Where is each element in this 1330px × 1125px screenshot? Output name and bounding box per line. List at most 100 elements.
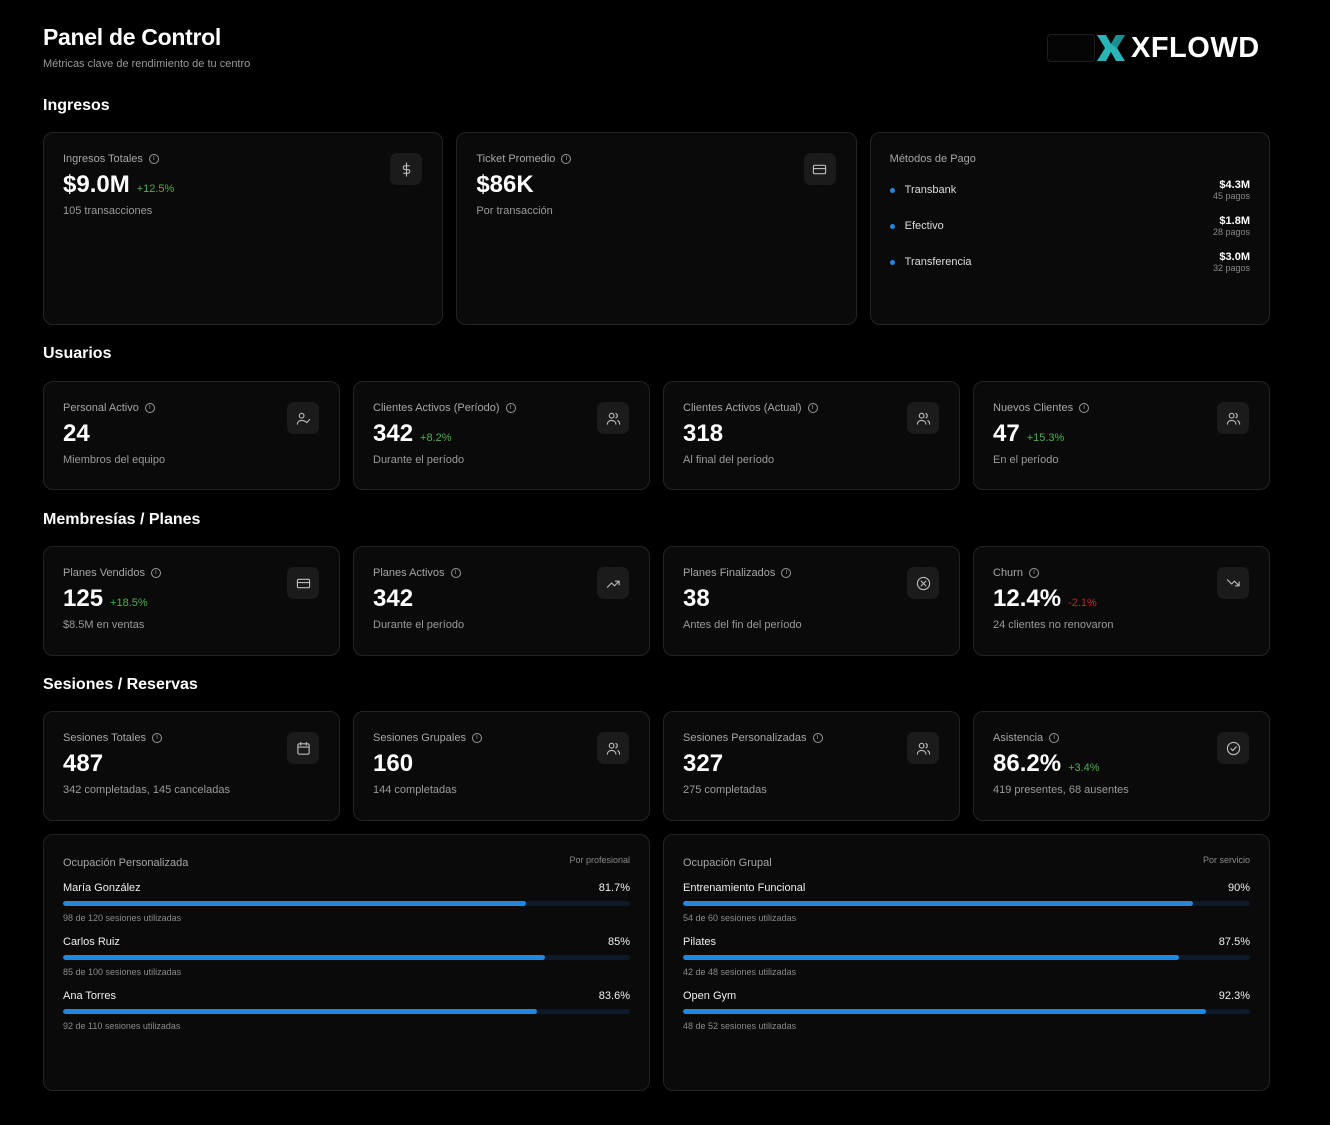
info-icon[interactable]: i bbox=[561, 154, 572, 164]
occupancy-card: Ocupación Personalizada Por profesional M… bbox=[43, 834, 650, 1091]
payment-method-item: Efectivo $1.8M 28 pagos bbox=[889, 215, 1250, 237]
info-icon[interactable]: i bbox=[812, 733, 823, 743]
metric-subtext: Antes del fin del período bbox=[683, 619, 802, 631]
metric-label: Nuevos Clientes bbox=[993, 402, 1074, 414]
change-badge: +18.5% bbox=[110, 597, 148, 609]
metric-value: 125 bbox=[63, 585, 104, 612]
info-icon[interactable]: i bbox=[144, 403, 155, 413]
info-icon[interactable]: i bbox=[505, 403, 516, 413]
info-icon[interactable]: i bbox=[151, 733, 162, 743]
change-badge: +15.3% bbox=[1026, 432, 1065, 444]
occupancy-name: Entrenamiento Funcional bbox=[683, 882, 806, 894]
occupancy-name: Carlos Ruiz bbox=[63, 936, 120, 948]
metric-card: Asistencia i 86.2% +3.4% 419 presentes, 68… bbox=[973, 711, 1270, 821]
occupancy-item: Pilates 87.5% 42 de 48 sesiones utilizadas bbox=[683, 936, 1250, 977]
metric-value: 327 bbox=[683, 750, 724, 777]
metric-value: 487 bbox=[63, 750, 104, 777]
metric-card: Clientes Activos (Período) i 342 +8.2% Dur… bbox=[353, 381, 650, 490]
info-icon[interactable]: i bbox=[1028, 568, 1039, 578]
progress-fill bbox=[63, 1009, 537, 1014]
info-icon[interactable]: i bbox=[1079, 403, 1090, 413]
metric-label: Sesiones Totales bbox=[63, 732, 146, 744]
info-icon[interactable]: i bbox=[807, 403, 818, 413]
metric-label: Ingresos Totales bbox=[63, 153, 143, 165]
metric-value: 342 bbox=[373, 585, 414, 612]
dollar-icon bbox=[390, 153, 423, 185]
metric-label: Clientes Activos (Período) bbox=[373, 402, 500, 414]
progress-bar bbox=[683, 1009, 1250, 1014]
progress-bar bbox=[683, 901, 1250, 906]
info-icon[interactable]: i bbox=[781, 568, 792, 578]
occupancy-item: Open Gym 92.3% 48 de 52 sesiones utilizada… bbox=[683, 990, 1250, 1031]
payment-amount: $1.8M bbox=[1219, 215, 1250, 227]
section-title-usuarios: Usuarios bbox=[43, 345, 112, 362]
metric-card: Planes Vendidos i 125 +18.5% $8.5M en vent… bbox=[43, 546, 340, 656]
change-badge: -2.1% bbox=[1068, 597, 1097, 609]
occupancy-item: Entrenamiento Funcional 90% 54 de 60 sesio… bbox=[683, 882, 1250, 923]
metric-value: $9.0M bbox=[63, 171, 130, 198]
info-icon[interactable]: i bbox=[150, 568, 161, 578]
info-icon[interactable]: i bbox=[450, 568, 461, 578]
calendar-icon bbox=[287, 732, 319, 764]
metric-subtext: 342 completadas, 145 canceladas bbox=[63, 784, 230, 796]
metric-label: Ticket Promedio bbox=[476, 153, 556, 165]
occupancy-item: Carlos Ruiz 85% 85 de 100 sesiones utiliza… bbox=[63, 936, 630, 977]
progress-fill bbox=[683, 1009, 1207, 1014]
payment-amount: $4.3M bbox=[1219, 179, 1250, 191]
metric-label: Planes Activos bbox=[373, 567, 445, 579]
bullet-icon bbox=[889, 223, 895, 229]
metric-card: Sesiones Grupales i 160 144 completadas bbox=[353, 711, 650, 821]
metric-value: 12.4% bbox=[993, 585, 1062, 612]
info-icon[interactable]: i bbox=[471, 733, 482, 743]
change-badge: +8.2% bbox=[420, 432, 452, 444]
users-icon bbox=[907, 732, 939, 764]
metric-label: Personal Activo bbox=[63, 402, 139, 414]
occupancy-sub: 92 de 110 sesiones utilizadas bbox=[63, 1021, 181, 1031]
section-title-membresias: Membresías / Planes bbox=[43, 511, 201, 528]
payment-method-name: Efectivo bbox=[904, 220, 944, 232]
occupancy-item: Ana Torres 83.6% 92 de 110 sesiones utiliz… bbox=[63, 990, 630, 1031]
credit-card-icon bbox=[287, 567, 319, 599]
metric-value: 342 bbox=[373, 420, 414, 447]
occupancy-percent: 90% bbox=[1227, 882, 1250, 894]
metric-subtext: $8.5M en ventas bbox=[63, 619, 145, 631]
metric-label: Asistencia bbox=[993, 732, 1044, 744]
progress-fill bbox=[63, 901, 527, 906]
x-circle-icon bbox=[907, 567, 939, 599]
occupancy-percent: 81.7% bbox=[598, 882, 630, 894]
occupancy-row: Ocupación Personalizada Por profesional M… bbox=[43, 834, 1270, 1091]
metric-subtext: 144 completadas bbox=[373, 784, 457, 796]
progress-bar bbox=[63, 955, 630, 960]
payment-count: 45 pagos bbox=[1212, 191, 1250, 201]
metric-subtext: Durante el período bbox=[373, 454, 465, 466]
credit-card-icon bbox=[803, 153, 836, 185]
occupancy-percent: 83.6% bbox=[598, 990, 630, 1002]
metric-label: Planes Vendidos bbox=[63, 567, 145, 579]
info-icon[interactable]: i bbox=[148, 154, 159, 164]
section-title-sesiones: Sesiones / Reservas bbox=[43, 676, 198, 693]
occupancy-name: Ana Torres bbox=[63, 990, 116, 1002]
metric-card: Ingresos Totales i $9.0M +12.5% 105 transa… bbox=[43, 132, 444, 325]
user-check-icon bbox=[287, 402, 319, 434]
metric-card: Nuevos Clientes i 47 +15.3% En el período bbox=[973, 381, 1270, 490]
payment-method-item: Transbank $4.3M 45 pagos bbox=[889, 179, 1250, 201]
users-icon bbox=[597, 732, 629, 764]
usuarios-row: Personal Activo i 24 Miembros del equipo … bbox=[43, 381, 1270, 490]
progress-fill bbox=[63, 955, 545, 960]
page-title: Panel de Control bbox=[43, 24, 221, 50]
metric-subtext: 105 transacciones bbox=[63, 205, 153, 217]
metric-card: Sesiones Personalizadas i 327 275 complet… bbox=[663, 711, 960, 821]
progress-bar bbox=[63, 901, 630, 906]
trending-down-icon bbox=[1217, 567, 1249, 599]
occupancy-percent: 92.3% bbox=[1218, 990, 1250, 1002]
logo-placeholder bbox=[1047, 34, 1095, 62]
section-title-ingresos: Ingresos bbox=[43, 97, 110, 114]
info-icon[interactable]: i bbox=[1049, 733, 1060, 743]
payment-methods-title: Métodos de Pago bbox=[889, 153, 976, 165]
logo-text: XFLOWD bbox=[1131, 31, 1260, 64]
change-badge: +12.5% bbox=[136, 183, 175, 195]
metric-card: Planes Finalizados i 38 Antes del fin del… bbox=[663, 546, 960, 656]
metric-value: 24 bbox=[63, 420, 90, 447]
occupancy-sub: 85 de 100 sesiones utilizadas bbox=[63, 967, 182, 977]
progress-fill bbox=[683, 955, 1180, 960]
